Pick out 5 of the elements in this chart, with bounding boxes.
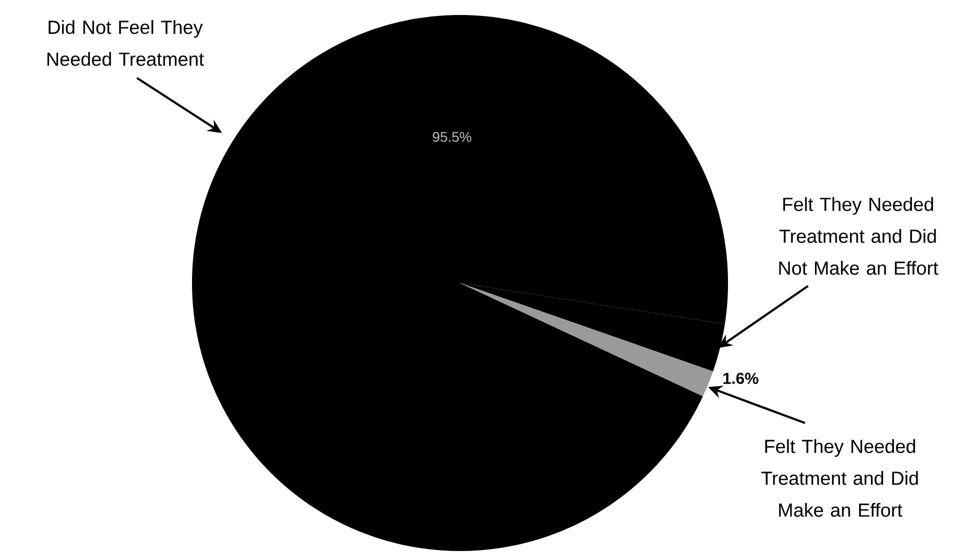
slice-label: Did Not Feel They Needed Treatment bbox=[47, 20, 204, 66]
slice-label: Felt They Needed Treatment and Did Not Make an Effort bbox=[779, 197, 938, 275]
data-label: 95.5% bbox=[432, 132, 472, 142]
slice-label: Felt They Needed Treatment and Did Make an Effort bbox=[761, 439, 918, 517]
data-label: 1.6% bbox=[723, 372, 758, 384]
